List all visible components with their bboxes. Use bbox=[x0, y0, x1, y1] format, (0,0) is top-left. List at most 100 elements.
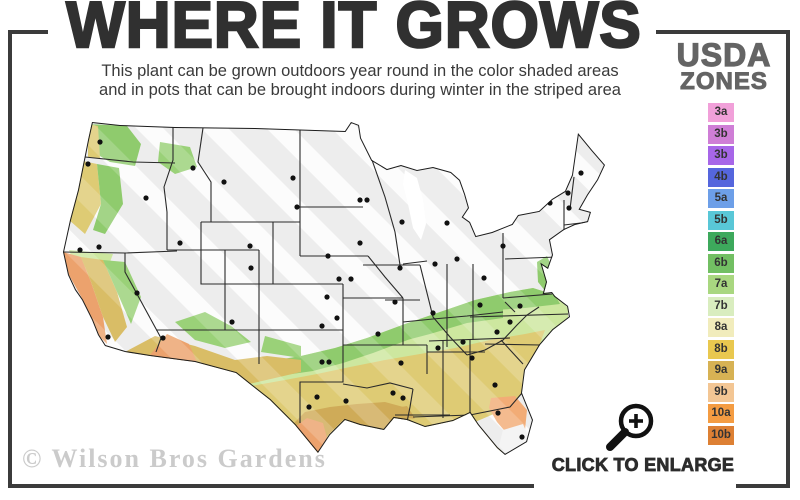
south-florida-white bbox=[499, 424, 529, 454]
usda-zone-legend: 3a 3b 3b 4b 5a 5b 6a 6b 7a 7b 8a 8b 9a 9b 10a 10b bbox=[708, 103, 734, 447]
frame-border-left bbox=[8, 30, 12, 488]
city-dot bbox=[432, 261, 438, 267]
city-dot bbox=[454, 256, 460, 262]
city-dot bbox=[565, 190, 571, 196]
city-dot bbox=[190, 165, 196, 171]
usda-header-line2: ZONES bbox=[680, 68, 768, 95]
city-dot bbox=[435, 345, 441, 351]
city-dot bbox=[134, 290, 140, 296]
city-dot bbox=[294, 204, 300, 210]
city-dot bbox=[551, 182, 557, 188]
subtitle-line2: and in pots that can be brought indoors … bbox=[99, 81, 621, 99]
zone-chip-9b: 9b bbox=[708, 382, 734, 402]
city-dot bbox=[469, 355, 475, 361]
zone-chip-10b: 10b bbox=[708, 425, 734, 445]
zone-chip-4b: 4b bbox=[708, 167, 734, 187]
state-borders bbox=[63, 127, 590, 423]
city-dot bbox=[160, 335, 166, 341]
city-dot bbox=[326, 359, 332, 365]
zone-chip-6b: 6b bbox=[708, 253, 734, 273]
city-dot bbox=[392, 299, 398, 305]
zone-chip-8a: 8a bbox=[708, 318, 734, 337]
frame-border-top-right-segment bbox=[656, 30, 790, 34]
zone-chip-5a: 5a bbox=[708, 189, 734, 208]
click-to-enlarge-button[interactable]: CLICK TO ENLARGE bbox=[551, 455, 735, 476]
city-dot bbox=[481, 275, 487, 281]
city-dot bbox=[364, 197, 370, 203]
city-dot bbox=[500, 243, 506, 249]
city-dot bbox=[290, 175, 296, 181]
zone-chip-10a: 10a bbox=[708, 404, 734, 423]
city-dot bbox=[247, 243, 253, 249]
zone-chip-7a: 7a bbox=[708, 275, 734, 294]
usa-zone-map[interactable] bbox=[55, 112, 625, 470]
page-title: WHERE IT GROWS bbox=[65, 0, 642, 63]
city-dot bbox=[143, 195, 149, 201]
frame-border-bottom-left-segment bbox=[8, 484, 534, 488]
city-dot bbox=[517, 303, 523, 309]
city-dot bbox=[357, 240, 363, 246]
magnifier-plus-icon[interactable] bbox=[596, 398, 662, 460]
city-dot bbox=[177, 240, 183, 246]
city-dot bbox=[375, 331, 381, 337]
city-dot bbox=[97, 139, 103, 145]
frame-border-right bbox=[786, 30, 790, 488]
city-dot bbox=[460, 339, 466, 345]
city-dot bbox=[85, 161, 91, 167]
zone-chip-3b: 3b bbox=[708, 124, 734, 144]
city-dot bbox=[430, 310, 436, 316]
usda-zones-header: USDA ZONES bbox=[658, 37, 790, 95]
zone-chip-6a: 6a bbox=[708, 232, 734, 251]
city-dot bbox=[324, 294, 330, 300]
city-dot bbox=[390, 390, 396, 396]
city-dot bbox=[348, 276, 354, 282]
zone-chip-8b: 8b bbox=[708, 339, 734, 359]
usa-outline bbox=[63, 122, 605, 455]
subtitle: This plant can be grown outdoors year ro… bbox=[40, 62, 680, 100]
city-dot bbox=[105, 334, 111, 340]
city-dot bbox=[547, 200, 553, 206]
city-dot bbox=[397, 265, 403, 271]
zone-chip-3a: 3a bbox=[708, 103, 734, 122]
city-dot bbox=[221, 179, 227, 185]
city-dot bbox=[334, 315, 340, 321]
city-dot bbox=[319, 359, 325, 365]
city-dot bbox=[477, 302, 483, 308]
city-dots bbox=[77, 139, 584, 440]
city-dot bbox=[343, 398, 349, 404]
zone-chip-3b: 3b bbox=[708, 146, 734, 165]
usa-map-svg bbox=[63, 122, 605, 455]
city-dot bbox=[306, 404, 312, 410]
city-dot bbox=[444, 220, 450, 226]
subtitle-line1: This plant can be grown outdoors year ro… bbox=[101, 62, 619, 80]
city-dot bbox=[399, 219, 405, 225]
city-dot bbox=[336, 276, 342, 282]
city-dot bbox=[77, 247, 83, 253]
city-dot bbox=[492, 382, 498, 388]
city-dot bbox=[495, 410, 501, 416]
city-dot bbox=[325, 253, 331, 259]
city-dot bbox=[229, 319, 235, 325]
city-dot bbox=[494, 329, 500, 335]
city-dot bbox=[507, 319, 513, 325]
city-dot bbox=[357, 197, 363, 203]
city-dot bbox=[578, 170, 584, 176]
frame-border-top-left-segment bbox=[8, 30, 48, 34]
faint-stripes bbox=[63, 122, 605, 455]
map-layers bbox=[63, 122, 605, 455]
frame-border-bottom-right-segment bbox=[736, 484, 790, 488]
zone-chip-7b: 7b bbox=[708, 296, 734, 316]
city-dot bbox=[519, 434, 525, 440]
lake-michigan bbox=[403, 170, 426, 240]
city-dot bbox=[314, 394, 320, 400]
zone-chip-5b: 5b bbox=[708, 210, 734, 230]
city-dot bbox=[96, 244, 102, 250]
usda-header-line1: USDA bbox=[676, 37, 772, 73]
city-dot bbox=[566, 205, 572, 211]
watermark: © Wilson Bros Gardens bbox=[22, 444, 327, 473]
city-dot bbox=[248, 265, 254, 271]
city-dot bbox=[398, 360, 404, 366]
zone-chip-9a: 9a bbox=[708, 361, 734, 380]
city-dot bbox=[400, 395, 406, 401]
